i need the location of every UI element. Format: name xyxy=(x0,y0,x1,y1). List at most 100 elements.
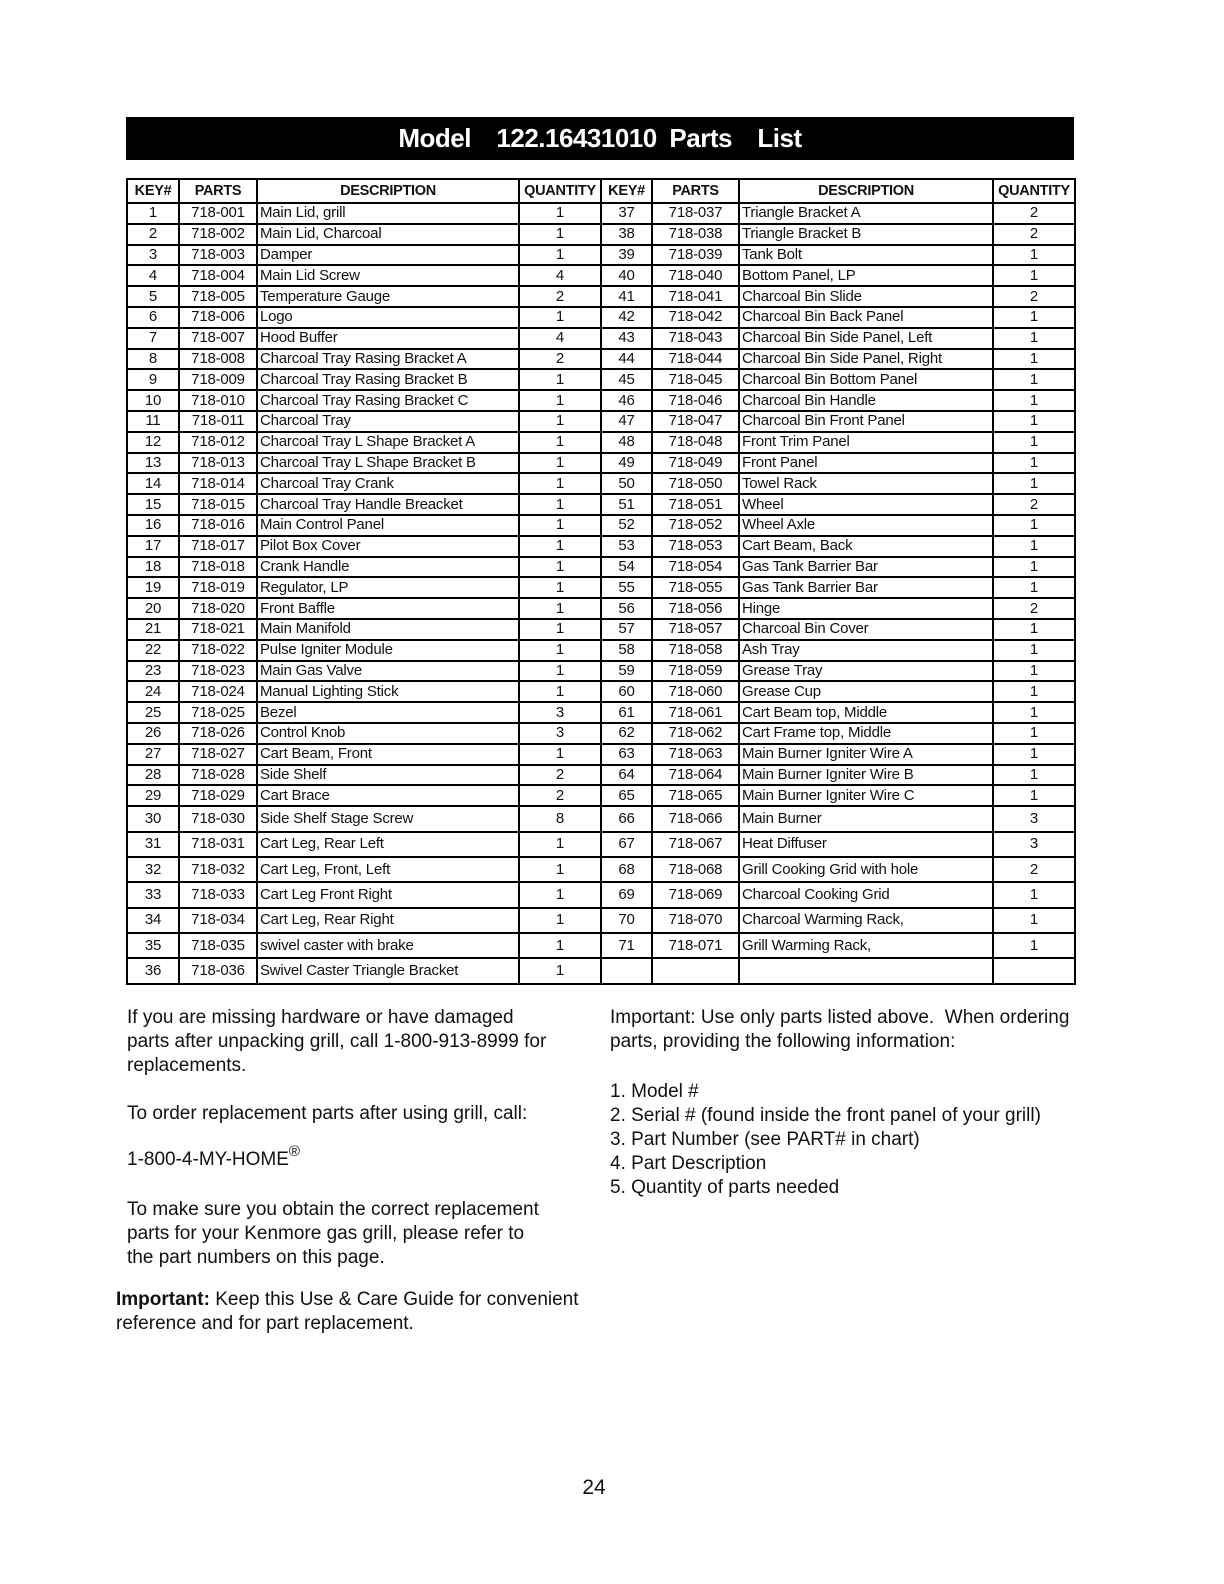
part-cell: 718-038 xyxy=(651,222,740,246)
table-row: 14 718-014 Charcoal Tray Crank 1 50 718-050 To… xyxy=(126,472,1076,496)
desc-cell: Cart Leg, Rear Left xyxy=(256,830,520,858)
part-cell: 718-026 xyxy=(178,721,258,745)
key-cell: 25 xyxy=(126,701,180,724)
key-cell: 7 xyxy=(126,326,180,350)
desc-cell: Front Trim Panel xyxy=(738,430,994,454)
qty-cell: 1 xyxy=(992,326,1076,350)
key-cell: 58 xyxy=(600,638,653,662)
qty-cell: 2 xyxy=(518,763,602,787)
key-cell: 42 xyxy=(600,305,653,329)
table-row: 27 718-027 Cart Beam, Front 1 63 718-063 Main … xyxy=(126,742,1076,766)
part-cell: 718-010 xyxy=(178,389,258,412)
key-cell: 21 xyxy=(126,617,180,641)
table-row: 17 718-017 Pilot Box Cover 1 53 718-053 Cart B… xyxy=(126,534,1076,558)
desc-cell: Cart Brace xyxy=(256,784,520,808)
key-cell: 15 xyxy=(126,493,180,516)
ordering-info-item: 4. Part Description xyxy=(610,1153,767,1174)
qty-cell: 1 xyxy=(992,721,1076,745)
desc-cell: Cart Leg Front Right xyxy=(256,881,520,909)
key-cell: 48 xyxy=(600,430,653,454)
qty-cell: 1 xyxy=(992,389,1076,412)
key-cell: 51 xyxy=(600,493,653,516)
qty-cell: 1 xyxy=(518,493,602,516)
qty-cell: 1 xyxy=(518,742,602,766)
table-row: 16 718-016 Main Control Panel 1 52 718-052 Whe… xyxy=(126,513,1076,537)
key-cell: 39 xyxy=(600,243,653,267)
part-cell: 718-055 xyxy=(651,576,740,600)
part-cell: 718-039 xyxy=(651,243,740,267)
important-label: Important: xyxy=(116,1289,210,1310)
key-cell: 53 xyxy=(600,534,653,558)
desc-cell: Hood Buffer xyxy=(256,326,520,350)
registered-trademark-symbol: ® xyxy=(288,1143,300,1160)
part-cell: 718-062 xyxy=(651,721,740,745)
key-cell: 34 xyxy=(126,906,180,935)
key-cell: 9 xyxy=(126,368,180,392)
desc-cell: Charcoal Bin Slide xyxy=(738,285,994,308)
right-notes: Important: Use only parts listed above. … xyxy=(610,1006,1134,1200)
qty-cell: 4 xyxy=(518,264,602,288)
part-cell: 718-069 xyxy=(651,881,740,909)
part-cell: 718-067 xyxy=(651,830,740,858)
ordering-info-note: Important: Use only parts listed above. … xyxy=(610,1007,1070,1052)
qty-cell: 1 xyxy=(992,347,1076,371)
ordering-info-list: 1. Model # 2. Serial # (found inside the… xyxy=(610,1080,1134,1200)
key-cell xyxy=(600,957,653,985)
key-cell: 33 xyxy=(126,881,180,909)
qty-cell: 2 xyxy=(992,855,1076,884)
table-row: 30 718-030 Side Shelf Stage Screw 8 66 718-06… xyxy=(126,805,1076,833)
part-cell: 718-037 xyxy=(651,202,740,225)
desc-cell: Gas Tank Barrier Bar xyxy=(738,555,994,579)
part-cell: 718-017 xyxy=(178,534,258,558)
part-cell: 718-031 xyxy=(178,830,258,858)
qty-cell: 1 xyxy=(992,742,1076,766)
desc-cell: Side Shelf xyxy=(256,763,520,787)
qty-cell: 1 xyxy=(518,222,602,246)
key-cell: 56 xyxy=(600,597,653,620)
desc-cell: Main Gas Valve xyxy=(256,659,520,683)
qty-cell: 1 xyxy=(518,409,602,433)
ordering-info-item: 2. Serial # (found inside the front pane… xyxy=(610,1105,1041,1126)
key-cell: 22 xyxy=(126,638,180,662)
qty-cell: 1 xyxy=(992,906,1076,935)
part-cell: 718-042 xyxy=(651,305,740,329)
key-cell: 1 xyxy=(126,202,180,225)
key-cell: 36 xyxy=(126,957,180,985)
key-cell: 45 xyxy=(600,368,653,392)
qty-cell xyxy=(992,957,1076,985)
left-notes: If you are missing hardware or have dama… xyxy=(116,1006,609,1336)
key-cell: 19 xyxy=(126,576,180,600)
part-cell: 718-033 xyxy=(178,881,258,909)
qty-cell: 1 xyxy=(518,513,602,537)
part-cell: 718-050 xyxy=(651,472,740,496)
qty-cell: 1 xyxy=(518,389,602,412)
key-cell: 41 xyxy=(600,285,653,308)
quantity-column-header: QUANTITY xyxy=(518,178,602,204)
key-cell: 17 xyxy=(126,534,180,558)
key-cell: 63 xyxy=(600,742,653,766)
qty-cell: 1 xyxy=(992,617,1076,641)
important-note: Important: Keep this Use & Care Guide fo… xyxy=(116,1288,609,1336)
part-cell: 718-024 xyxy=(178,680,258,704)
part-cell: 718-063 xyxy=(651,742,740,766)
desc-cell: Pulse Igniter Module xyxy=(256,638,520,662)
key-cell: 57 xyxy=(600,617,653,641)
desc-cell: Main Burner Igniter Wire C xyxy=(738,784,994,808)
desc-cell: Charcoal Tray Handle Breacket xyxy=(256,493,520,516)
part-cell: 718-018 xyxy=(178,555,258,579)
key-cell: 68 xyxy=(600,855,653,884)
table-row: 6 718-006 Logo 1 42 718-042 Charcoal Bin Back … xyxy=(126,305,1076,329)
phone-text: 1-800-4-MY-HOME xyxy=(127,1149,289,1170)
table-row: 3 718-003 Damper 1 39 718-039 Tank Bolt 1 xyxy=(126,243,1076,267)
part-cell: 718-056 xyxy=(651,597,740,620)
qty-cell: 3 xyxy=(518,701,602,724)
qty-cell: 1 xyxy=(518,534,602,558)
desc-cell: Wheel xyxy=(738,493,994,516)
qty-cell: 1 xyxy=(992,784,1076,808)
table-row: 32 718-032 Cart Leg, Front, Left 1 68 718-068… xyxy=(126,855,1076,884)
part-cell: 718-023 xyxy=(178,659,258,683)
desc-cell: Regulator, LP xyxy=(256,576,520,600)
key-cell: 44 xyxy=(600,347,653,371)
table-row: 34 718-034 Cart Leg, Rear Right 1 70 718-070 C… xyxy=(126,906,1076,935)
